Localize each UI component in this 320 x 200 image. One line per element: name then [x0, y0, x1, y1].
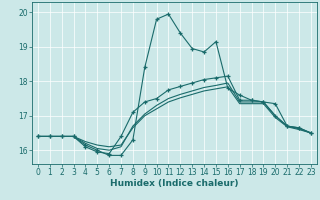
X-axis label: Humidex (Indice chaleur): Humidex (Indice chaleur) [110, 179, 239, 188]
